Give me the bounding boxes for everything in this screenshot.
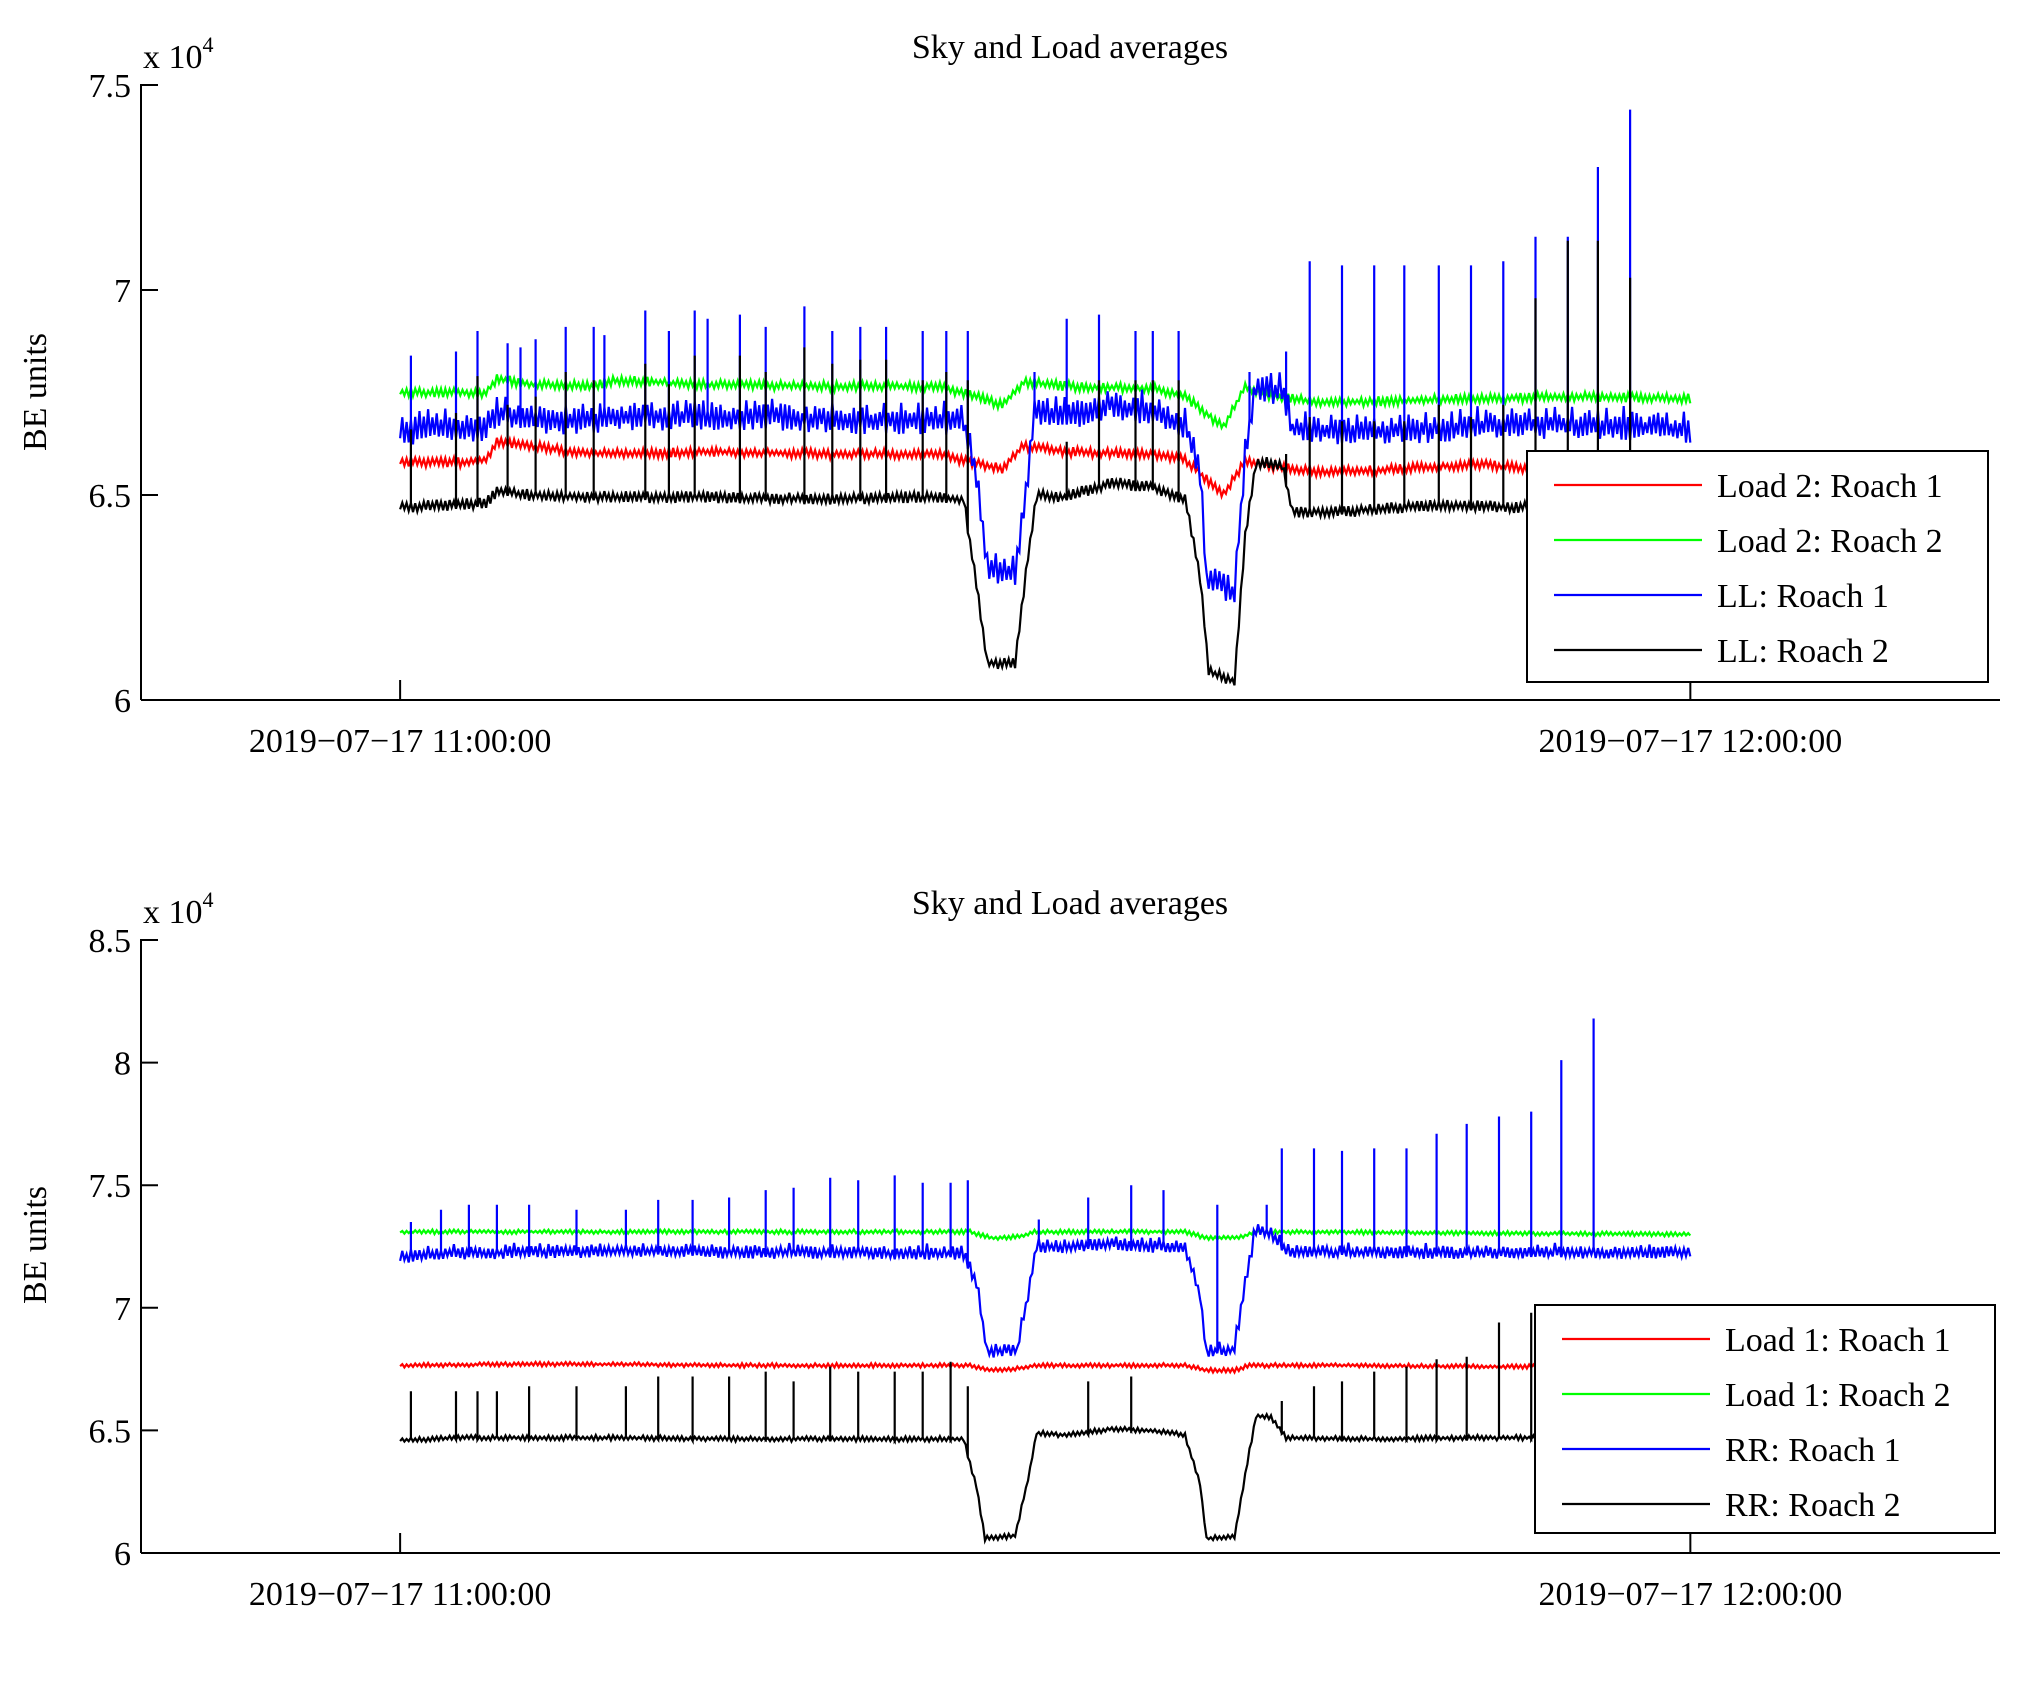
bottom-y-tick-label: 8.5	[89, 923, 132, 960]
top-series-line	[399, 240, 1692, 686]
bottom-y-tick-label: 7.5	[89, 1168, 132, 1205]
top-legend-box	[1526, 450, 1989, 683]
bottom-axes: 6 6.5 7 7.5 8 8.5 2019−07−17 11:00:00 2019−07−1…	[89, 923, 2000, 1613]
top-y-tick-label: 6.5	[89, 478, 132, 515]
top-x-tick-label: 2019−07−17 11:00:00	[249, 723, 551, 760]
bottom-x-tick-label: 2019−07−17 11:00:00	[249, 1576, 551, 1613]
bottom-legend-label: RR: Roach 1	[1725, 1432, 1901, 1469]
top-y-tick-label: 6	[114, 683, 131, 720]
bottom-legend-label: Load 1: Roach 1	[1725, 1322, 1951, 1359]
top-series-layer	[399, 109, 1692, 686]
bottom-y-tick-label: 6	[114, 1536, 131, 1573]
bottom-legend-box	[1534, 1304, 1996, 1534]
top-series-line	[399, 434, 1692, 501]
bottom-y-tick-label: 7	[114, 1291, 131, 1328]
top-y-axis-label: BE units	[17, 333, 54, 451]
bottom-y-multiplier-exponent: 4	[203, 887, 214, 912]
top-legend: Load 2: Roach 1 Load 2: Roach 2 LL: Roach …	[1526, 450, 1989, 683]
bottom-y-axis-label: BE units	[17, 1186, 54, 1304]
top-legend-label: LL: Roach 2	[1717, 633, 1889, 670]
top-y-multiplier: x 104	[143, 32, 214, 76]
top-x-tick-label: 2019−07−17 12:00:00	[1538, 723, 1842, 760]
top-plot-title: Sky and Load averages	[912, 29, 1228, 66]
bottom-legend: Load 1: Roach 1 Load 1: Roach 2 RR: Roach …	[1534, 1304, 1996, 1534]
top-series-line	[399, 372, 1692, 431]
top-y-tick-label: 7	[114, 273, 131, 310]
bottom-series-line	[399, 1227, 1692, 1242]
bottom-y-tick-label: 8	[114, 1046, 131, 1083]
bottom-series-line	[399, 1312, 1692, 1545]
top-legend-label: Load 2: Roach 1	[1717, 468, 1943, 505]
bottom-series-line	[399, 1359, 1692, 1375]
top-axes: 6 6.5 7 7.5 2019−07−17 11:00:00 2019−07−17 12…	[89, 68, 2000, 760]
top-y-multiplier-base: x 10	[143, 39, 203, 76]
bottom-x-tick-label: 2019−07−17 12:00:00	[1538, 1576, 1842, 1613]
bottom-plot: Sky and Load averages x 104 BE units 6 6.…	[17, 885, 2000, 1613]
bottom-legend-label: RR: Roach 2	[1725, 1487, 1901, 1524]
top-series-line	[399, 109, 1692, 603]
bottom-legend-label: Load 1: Roach 2	[1725, 1377, 1951, 1414]
bottom-series-layer	[399, 1018, 1692, 1545]
top-plot: Sky and Load averages x 104 BE units 6 6.…	[17, 29, 2000, 760]
bottom-plot-title: Sky and Load averages	[912, 885, 1228, 922]
top-legend-label: LL: Roach 1	[1717, 578, 1889, 615]
top-y-multiplier-exponent: 4	[203, 32, 214, 57]
top-legend-label: Load 2: Roach 2	[1717, 523, 1943, 560]
bottom-y-tick-label: 6.5	[89, 1413, 132, 1450]
bottom-y-multiplier: x 104	[143, 887, 214, 931]
bottom-series-line	[399, 1018, 1692, 1359]
top-y-tick-label: 7.5	[89, 68, 132, 105]
bottom-y-multiplier-base: x 10	[143, 894, 203, 931]
